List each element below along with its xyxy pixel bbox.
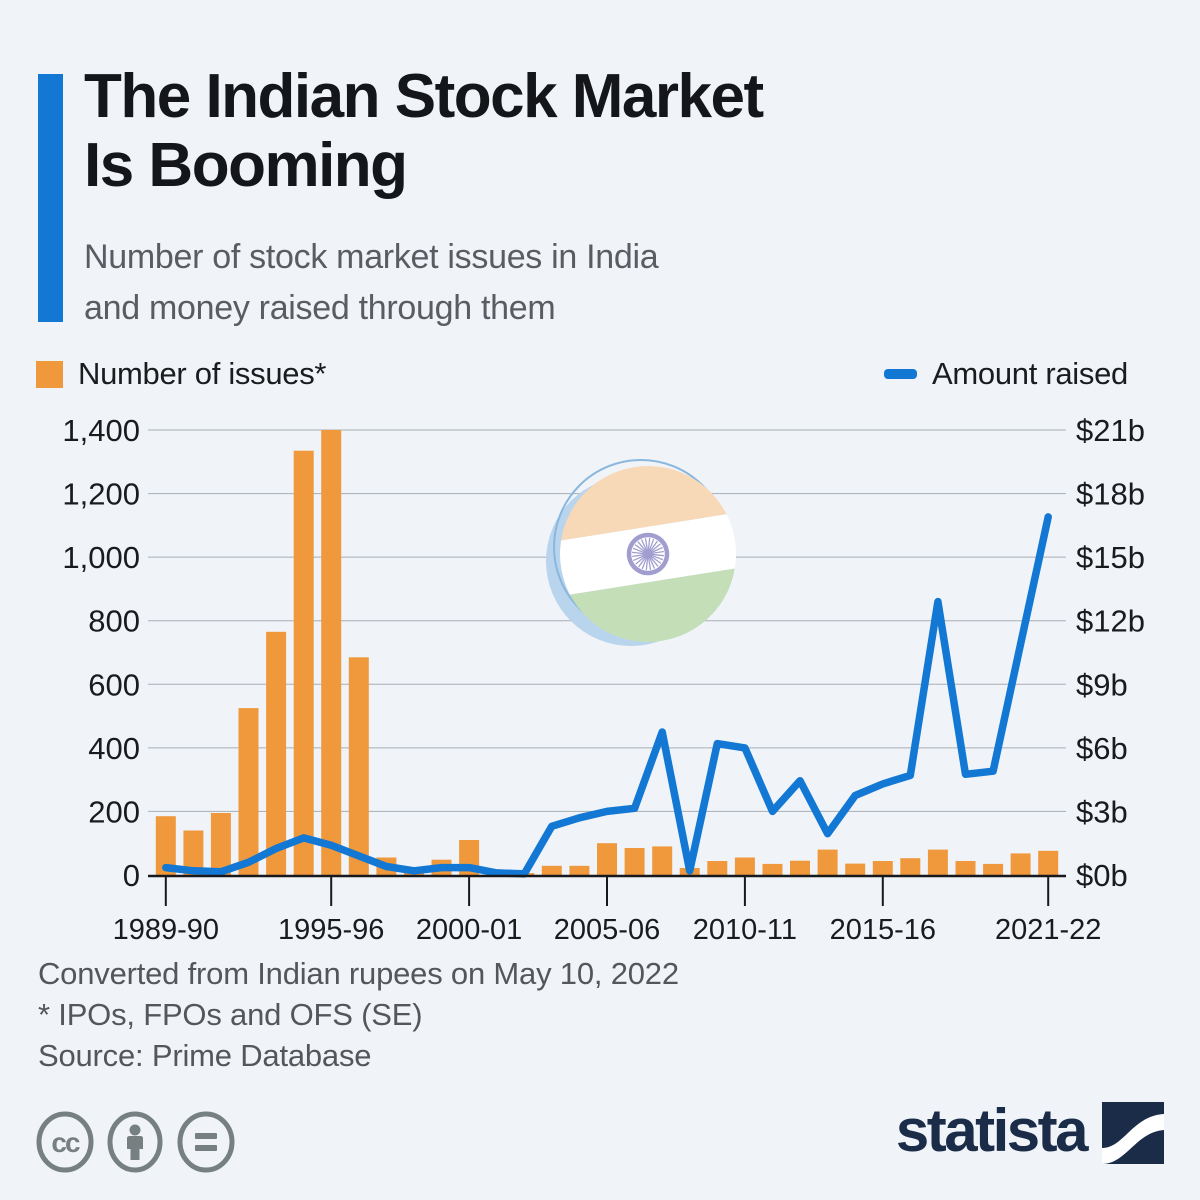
x-axis-tick-label: 2010-11 bbox=[693, 914, 797, 946]
title-line-2: Is Booming bbox=[84, 131, 408, 200]
issues-bar bbox=[238, 708, 259, 875]
left-axis-tick-label: 1,200 bbox=[62, 477, 140, 512]
issues-bar bbox=[348, 657, 369, 875]
line-series-dash-icon bbox=[884, 369, 917, 379]
statista-logo[interactable]: statista bbox=[895, 1097, 1164, 1167]
cc-license-badge[interactable]: cc bbox=[34, 1110, 244, 1174]
right-axis-tick-label: $9b bbox=[1076, 667, 1128, 702]
svg-text:cc: cc bbox=[51, 1127, 80, 1158]
issues-bar bbox=[817, 849, 838, 875]
x-axis-tick-label: 2000-01 bbox=[416, 914, 522, 946]
legend-number-of-issues: Number of issues* bbox=[36, 356, 326, 392]
issues-bar bbox=[762, 863, 783, 875]
issues-bar bbox=[541, 865, 562, 875]
issues-bar bbox=[900, 858, 921, 875]
issues-bar bbox=[183, 830, 204, 875]
x-axis-tick-label: 1989-90 bbox=[113, 914, 219, 946]
line-series-label: Amount raised bbox=[932, 356, 1128, 391]
conversion-note: Converted from Indian rupees on May 10, … bbox=[38, 956, 679, 991]
issues-bar bbox=[293, 450, 314, 875]
right-axis-tick-label: $21b bbox=[1076, 413, 1145, 448]
x-axis-tick-label: 1995-96 bbox=[278, 914, 384, 946]
issues-bar bbox=[321, 430, 342, 875]
legend-amount-raised: Amount raised bbox=[884, 356, 1128, 392]
amount-raised-line bbox=[162, 513, 1052, 878]
title-line-1: The Indian Stock Market bbox=[84, 62, 764, 131]
left-axis-tick-label: 600 bbox=[88, 667, 140, 702]
asterisk-note: * IPOs, FPOs and OFS (SE) bbox=[38, 997, 423, 1032]
right-axis-tick-label: $3b bbox=[1076, 794, 1128, 829]
right-axis-tick-label: $15b bbox=[1076, 540, 1145, 575]
issues-bar bbox=[569, 865, 590, 875]
right-axis-tick-label: $6b bbox=[1076, 731, 1128, 766]
left-axis-tick-label: 1,400 bbox=[62, 413, 140, 448]
left-axis-tick-label: 0 bbox=[123, 858, 140, 893]
left-axis-tick-label: 800 bbox=[88, 604, 140, 639]
issues-bar bbox=[845, 863, 866, 875]
statista-swoosh-icon bbox=[1102, 1101, 1164, 1164]
x-axis-tick-label: 2005-06 bbox=[554, 914, 660, 946]
issues-bar bbox=[927, 849, 948, 875]
issues-bar bbox=[155, 816, 176, 875]
issues-bar bbox=[872, 861, 893, 875]
bar-series-swatch-icon bbox=[36, 360, 63, 388]
right-axis-tick-label: $12b bbox=[1076, 604, 1145, 639]
statista-wordmark: statista bbox=[895, 1097, 1089, 1164]
issues-bar bbox=[955, 861, 976, 875]
issues-bar bbox=[652, 846, 673, 875]
issues-bar bbox=[707, 861, 728, 875]
left-axis-tick-label: 400 bbox=[88, 731, 140, 766]
bar-series-label: Number of issues* bbox=[78, 356, 327, 391]
cc-icon[interactable]: cc bbox=[36, 1111, 94, 1173]
issues-bar bbox=[266, 631, 287, 875]
issues-bar bbox=[597, 843, 617, 875]
issues-bar bbox=[734, 857, 755, 875]
equals-icon[interactable] bbox=[177, 1111, 235, 1173]
issues-bar bbox=[210, 813, 231, 875]
ashoka-chakra-icon bbox=[626, 532, 670, 576]
subtitle-line-2: and money raised through them bbox=[84, 289, 556, 327]
chart-subtitle: Number of stock market issues in India a… bbox=[84, 232, 659, 334]
x-axis-tick-label: 2015-16 bbox=[830, 914, 936, 946]
left-axis-tick-label: 1,000 bbox=[62, 540, 140, 575]
issues-bar bbox=[790, 860, 810, 875]
title-accent-bar bbox=[38, 74, 63, 322]
subtitle-line-1: Number of stock market issues in India bbox=[84, 238, 659, 276]
right-axis-tick-label: $0b bbox=[1076, 858, 1128, 893]
left-axis-tick-label: 200 bbox=[88, 794, 140, 829]
x-axis-tick-label: 2021-22 bbox=[995, 914, 1101, 946]
issues-bar bbox=[624, 848, 645, 875]
issues-bar bbox=[1038, 850, 1059, 875]
india-flag-badge bbox=[546, 453, 749, 655]
right-axis-tick-label: $18b bbox=[1076, 477, 1145, 512]
source-note: Source: Prime Database bbox=[38, 1038, 372, 1073]
page-title: The Indian Stock Market Is Booming bbox=[84, 62, 764, 200]
attribution-person-icon[interactable] bbox=[107, 1111, 163, 1173]
issues-bar bbox=[1010, 853, 1031, 875]
issues-bar bbox=[983, 863, 1004, 875]
